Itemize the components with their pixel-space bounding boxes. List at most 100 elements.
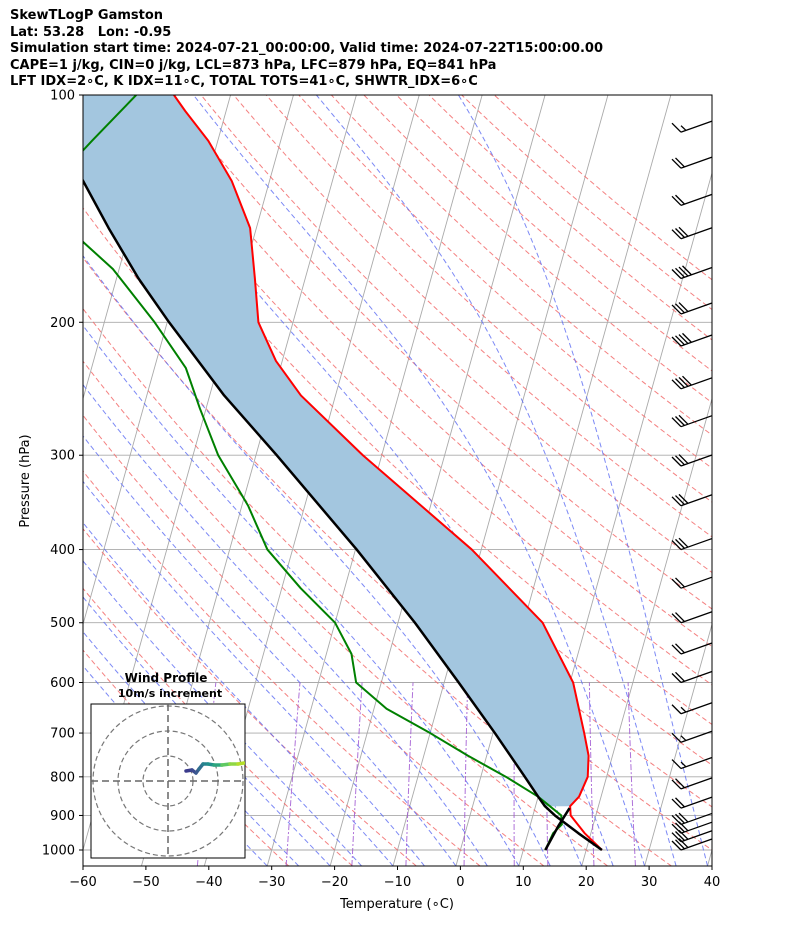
barb-staff [680,730,713,743]
barb-flag [675,335,685,346]
mixing-ratio-line [351,682,363,866]
wind-barb [671,796,713,809]
isotherm-line [581,397,712,866]
hodograph-title: Wind Profile [125,671,208,685]
barb-staff [680,756,713,770]
barb-staff [680,838,713,851]
barb-flag [671,269,682,279]
barb-flag [671,840,682,851]
y-tick-label: 300 [50,449,75,464]
parcel-line [83,178,603,852]
wind-barb [671,332,713,347]
hodograph-segment [236,761,245,766]
barb-flag [675,378,685,389]
barb-flag [675,416,685,426]
wind-barb [671,670,713,684]
barb-flag [675,267,685,278]
barb-staff [680,830,713,843]
y-axis-label: Pressure (hPa) [18,434,33,527]
barb-flag [671,779,682,790]
barb-flag [671,158,682,169]
y-tick-label: 200 [50,316,75,331]
barb-half-flag [680,706,687,713]
y-tick-label: 700 [50,727,75,742]
wind-barb [671,493,713,507]
wind-barb [671,265,713,280]
barb-flag [675,538,685,549]
moist-adiabat [83,254,551,866]
x-tick-label: −40 [195,875,222,890]
wind-barb [671,226,713,240]
moist-adiabat [100,95,614,866]
y-tick-label: 400 [50,543,75,558]
y-tick-label: 500 [50,616,75,631]
barb-flag [671,704,682,715]
wind-barb [671,829,713,843]
x-tick-label: 40 [704,875,721,890]
wind-barb [671,537,713,551]
barb-flag [671,798,682,809]
x-tick-label: 30 [641,875,658,890]
moist-adiabat [316,95,677,866]
indices-line: LFT IDX=2∘C, K IDX=11∘C, TOTAL TOTS=41∘C… [10,74,478,89]
x-tick-label: 20 [578,875,595,890]
barb-flag [678,376,689,387]
dry-adiabat [83,111,712,726]
barb-flag [671,417,682,428]
time-line: Simulation start time: 2024-07-21_00:00:… [10,41,603,56]
barb-staff [680,796,713,809]
y-tick-label: 600 [50,676,75,691]
barb-flag [671,644,682,655]
barb-staff [680,812,713,826]
wind-barb [671,838,713,851]
barb-flag [671,304,682,315]
moist-adiabat [83,435,457,866]
barb-flag [671,832,682,843]
cape-shading [83,95,589,807]
barb-flag [675,303,685,314]
mixing-ratio-line [285,682,301,866]
mixing-ratio-line [463,682,469,866]
wind-barb [671,702,713,715]
dewpoint-line [83,95,563,851]
hodograph-inset: Wind Profile 10m/s increment [90,671,246,859]
barb-flag [675,778,685,789]
barb-flag [675,612,685,622]
mixing-ratio-line [405,682,414,866]
barb-staff [680,227,713,240]
barb-flag [682,375,692,386]
barb-flag [675,495,685,506]
wind-barb [671,120,713,133]
barb-flag [671,578,682,589]
moist-adiabat [83,596,331,866]
barb-flag [678,454,689,465]
barb-flag [671,814,682,825]
barb-staff [680,266,713,280]
barb-flag [671,195,682,206]
barb-flag [671,823,682,834]
chart-title: SkewTLogP Gamston [10,8,164,23]
cape-area [83,95,589,807]
barb-flag [678,812,689,823]
barb-flag [682,265,692,276]
wind-barb [671,193,713,206]
barb-staff [680,777,713,790]
barb-flag [671,673,682,683]
barb-staff [680,537,713,551]
dry-adiabat [83,256,712,851]
barb-staff [680,415,713,428]
moist-adiabat [83,631,300,866]
wind-barb [671,576,713,589]
temperature-line [173,95,603,851]
moist-adiabat [458,95,709,866]
barb-staff [680,702,713,715]
isotherm-line [770,95,794,866]
location-line: Lat: 53.28 Lon: -0.95 [10,24,172,40]
x-tick-label: 0 [456,875,464,890]
dry-adiabat [102,95,712,686]
wind-barb [671,812,713,826]
barb-flag [675,194,685,205]
barb-flag [678,493,689,504]
wind-barb [671,375,713,390]
